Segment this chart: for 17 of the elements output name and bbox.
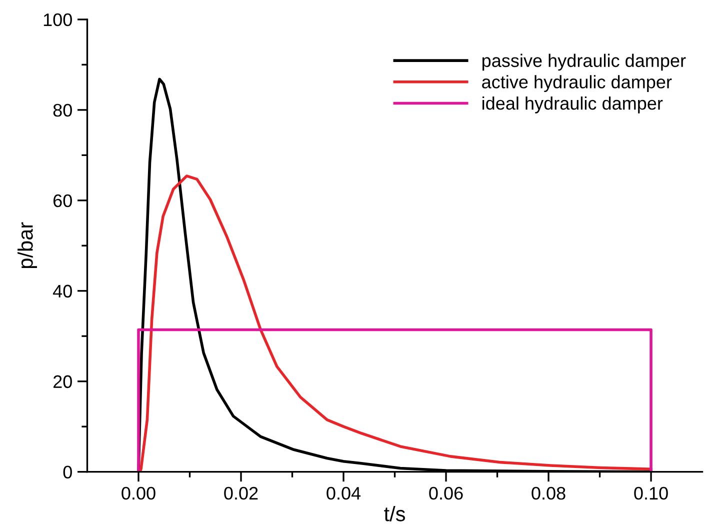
y-tick-label: 60 [53,194,72,208]
y-tick-label: 0 [63,466,72,479]
x-tick-label: 0.08 [532,486,566,500]
y-tick-label: 80 [53,104,72,117]
legend-label: active hydraulic damper [482,75,672,92]
x-tick-label: 0.02 [224,486,258,500]
y-tick-label: 40 [52,284,72,298]
legend-label: passive hydraulic damper [482,54,686,71]
x-axis-title: t/s [384,506,406,522]
x-tick-label: 0.04 [326,486,361,500]
y-tick-label: 100 [44,13,72,26]
y-tick-label: 20 [53,375,72,388]
x-tick-label: 0.06 [429,486,463,500]
y-axis-title: p/bar [18,222,37,268]
legend-label: ideal hydraulic damper [482,96,663,114]
x-tick-label: 0.10 [634,486,668,500]
x-tick-label: 0.00 [122,486,156,500]
